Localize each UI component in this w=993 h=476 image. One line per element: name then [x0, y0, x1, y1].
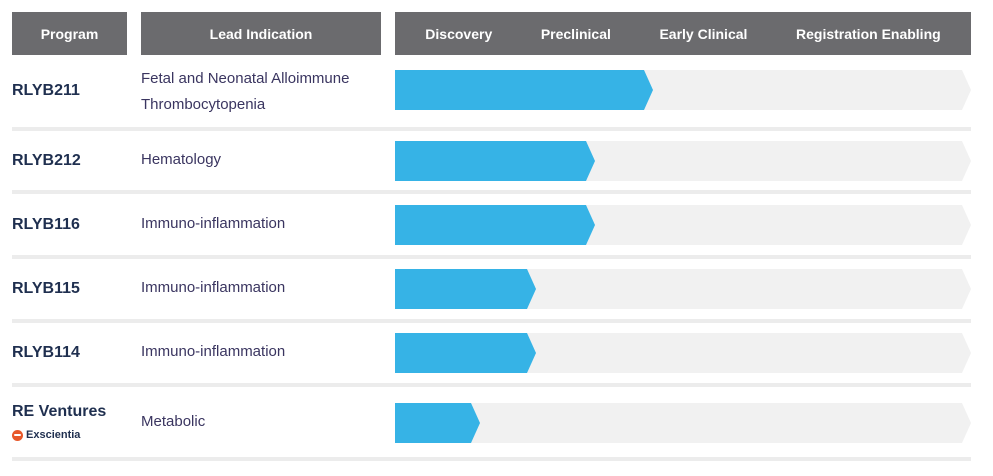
row-separator [12, 383, 971, 387]
row-separator [12, 457, 971, 461]
progress-arrow-svg [395, 403, 971, 443]
pipeline-row: RLYB115 Immuno-inflammation [12, 269, 971, 324]
progress-arrow-svg [395, 269, 971, 309]
progress-track-background [395, 403, 971, 443]
lead-indication: Metabolic [141, 409, 205, 435]
progress-arrow-svg [395, 333, 971, 373]
program-name: RLYB211 [12, 82, 80, 99]
pipeline-row: RLYB212 Hematology [12, 141, 971, 196]
progress-track [395, 141, 971, 181]
program-name: RLYB212 [12, 152, 81, 169]
progress-track [395, 70, 971, 110]
progress-arrow-fill [395, 205, 595, 245]
pipeline-row: RLYB211 Fetal and Neonatal Alloimmune Th… [12, 70, 971, 132]
lead-indication-line: Hematology [141, 151, 222, 168]
phases-column-header: Discovery Preclinical Early Clinical Reg… [395, 12, 971, 55]
pipeline-row: RLYB114 Immuno-inflammation [12, 333, 971, 388]
progress-track [395, 333, 971, 373]
row-separator [12, 255, 971, 259]
phase-header-early-clinical: Early Clinical [659, 25, 748, 42]
lead-indication-line: Immuno-inflammation [141, 215, 286, 232]
pipeline-row: RE Ventures Exscientia Metabolic [12, 403, 971, 463]
progress-arrow-svg [395, 205, 971, 245]
lead-indication: Immuno-inflammation [141, 339, 285, 365]
progress-track [395, 205, 971, 245]
program-name: RLYB115 [12, 280, 80, 297]
row-separator [12, 127, 971, 131]
indication-column-header: Lead Indication [141, 12, 381, 55]
lead-indication-line: Immuno-inflammation [141, 279, 286, 296]
phase-header-discovery: Discovery [425, 25, 493, 42]
phase-header-preclinical: Preclinical [540, 25, 611, 42]
lead-indication-line: Immuno-inflammation [141, 343, 286, 360]
row-separator [12, 319, 971, 323]
program-column-header: Program [12, 12, 127, 55]
program-name: RE Ventures [12, 403, 107, 420]
program-header-label: Program [40, 25, 99, 42]
lead-indication: Hematology [141, 147, 221, 173]
progress-track [395, 269, 971, 309]
lead-indication-line: Metabolic [141, 413, 206, 430]
row-separator [12, 190, 971, 194]
exscientia-logo-icon [12, 429, 23, 441]
progress-track [395, 403, 971, 443]
partner-label: Exscientia [12, 429, 80, 441]
progress-arrow-fill [395, 333, 536, 373]
progress-arrow-fill [395, 70, 653, 110]
lead-indication-line: Thrombocytopenia [141, 96, 266, 113]
progress-arrow-fill [395, 269, 536, 309]
lead-indication-line: Fetal and Neonatal Alloimmune [141, 70, 350, 87]
progress-arrow-fill [395, 141, 595, 181]
lead-indication: Immuno-inflammation [141, 211, 285, 237]
lead-indication: Immuno-inflammation [141, 275, 285, 301]
progress-arrow-svg [395, 70, 971, 110]
lead-indication: Fetal and Neonatal Alloimmune Thrombocyt… [141, 66, 349, 118]
pipeline-row: RLYB116 Immuno-inflammation [12, 205, 971, 260]
progress-track-background [395, 333, 971, 373]
program-name: RLYB114 [12, 344, 80, 361]
indication-header-label: Lead Indication [209, 25, 313, 42]
progress-arrow-fill [395, 403, 480, 443]
progress-arrow-svg [395, 141, 971, 181]
program-name: RLYB116 [12, 216, 80, 233]
partner-name: Exscientia [26, 429, 81, 441]
phase-header-registration-enabling: Registration Enabling [796, 25, 941, 42]
progress-track-background [395, 269, 971, 309]
